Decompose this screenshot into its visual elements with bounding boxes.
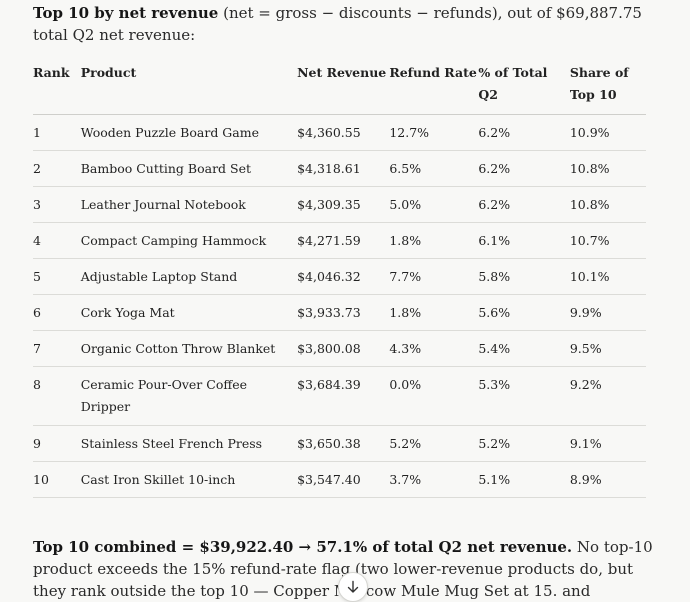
cell-rank: 10 (33, 461, 81, 498)
cell-pct-total: 5.2% (478, 425, 570, 462)
table-row: 1 Wooden Puzzle Board Game $4,360.55 12.7% 6… (33, 114, 646, 151)
cell-rank: 2 (33, 150, 81, 187)
cell-share-top10: 10.7% (569, 222, 646, 259)
cell-product: Bamboo Cutting Board Set (80, 150, 298, 187)
table-row: 10 Cast Iron Skillet 10-inch $3,547.40 3.7%… (33, 461, 646, 498)
cell-refund-rate: 12.7% (389, 114, 479, 151)
cell-net-revenue: $4,318.61 (297, 150, 390, 187)
cell-product: Wooden Puzzle Board Game (80, 114, 298, 151)
revenue-table: Rank Product Net Revenue Refund Rate % o… (33, 62, 646, 498)
table-row: 3 Leather Journal Notebook $4,309.35 5.0% 6.… (33, 186, 646, 223)
table-row: 5 Adjustable Laptop Stand $4,046.32 7.7% 5.8… (33, 258, 646, 295)
cell-product: Adjustable Laptop Stand (80, 258, 298, 295)
table-header-row: Rank Product Net Revenue Refund Rate % o… (33, 62, 646, 115)
cell-share-top10: 10.9% (569, 114, 646, 151)
cell-share-top10: 9.5% (569, 330, 646, 367)
table-row: 6 Cork Yoga Mat $3,933.73 1.8% 5.6% 9.9% (33, 294, 646, 331)
header-rank: Rank (33, 62, 81, 115)
cell-product: Cork Yoga Mat (80, 294, 298, 331)
cell-pct-total: 6.2% (478, 150, 570, 187)
cell-share-top10: 10.1% (569, 258, 646, 295)
cell-pct-total: 5.8% (478, 258, 570, 295)
cell-share-top10: 9.2% (569, 366, 646, 426)
cell-rank: 8 (33, 366, 81, 426)
intro-heading: Top 10 by net revenue (33, 4, 219, 22)
cell-net-revenue: $3,800.08 (297, 330, 390, 367)
cell-product: Cast Iron Skillet 10-inch (80, 461, 298, 498)
cell-pct-total: 5.6% (478, 294, 570, 331)
cell-rank: 3 (33, 186, 81, 223)
cell-refund-rate: 5.0% (389, 186, 479, 223)
cell-share-top10: 10.8% (569, 186, 646, 223)
cell-refund-rate: 5.2% (389, 425, 479, 462)
cell-refund-rate: 6.5% (389, 150, 479, 187)
cell-net-revenue: $3,684.39 (297, 366, 390, 426)
cell-pct-total: 6.2% (478, 186, 570, 223)
cell-rank: 6 (33, 294, 81, 331)
cell-pct-total: 5.4% (478, 330, 570, 367)
cell-pct-total: 5.3% (478, 366, 570, 426)
cell-rank: 1 (33, 114, 81, 151)
cell-share-top10: 9.9% (569, 294, 646, 331)
cell-net-revenue: $3,547.40 (297, 461, 390, 498)
cell-product: Stainless Steel French Press (80, 425, 298, 462)
cell-net-revenue: $3,650.38 (297, 425, 390, 462)
cell-refund-rate: 4.3% (389, 330, 479, 367)
intro-text: (net = gross − discounts − refunds), out… (33, 4, 642, 44)
header-net-revenue: Net Revenue (297, 62, 390, 115)
cell-refund-rate: 1.8% (389, 222, 479, 259)
summary-text: No top-10 product exceeds the 15% refund… (33, 538, 653, 600)
cell-net-revenue: $4,271.59 (297, 222, 390, 259)
cell-share-top10: 10.8% (569, 150, 646, 187)
cell-net-revenue: $3,933.73 (297, 294, 390, 331)
cell-refund-rate: 0.0% (389, 366, 479, 426)
cell-rank: 5 (33, 258, 81, 295)
table-row: 4 Compact Camping Hammock $4,271.59 1.8% 6.1… (33, 222, 646, 259)
table-row: 7 Organic Cotton Throw Blanket $3,800.08 4.… (33, 330, 646, 367)
table-row: 2 Bamboo Cutting Board Set $4,318.61 6.5% 6.… (33, 150, 646, 187)
cell-net-revenue: $4,046.32 (297, 258, 390, 295)
cell-product: Organic Cotton Throw Blanket (80, 330, 298, 367)
summary-paragraph: Top 10 combined = $39,922.40 → 57.1% of … (33, 536, 658, 602)
cell-pct-total: 6.1% (478, 222, 570, 259)
header-product: Product (80, 62, 298, 115)
summary-heading: Top 10 combined = $39,922.40 → 57.1% of … (33, 538, 573, 556)
cell-pct-total: 6.2% (478, 114, 570, 151)
cell-net-revenue: $4,309.35 (297, 186, 390, 223)
scroll-to-bottom-button[interactable] (338, 572, 368, 602)
header-refund-rate: Refund Rate (389, 62, 479, 115)
cell-rank: 4 (33, 222, 81, 259)
cell-refund-rate: 1.8% (389, 294, 479, 331)
cell-refund-rate: 3.7% (389, 461, 479, 498)
arrow-down-icon (346, 580, 360, 594)
header-share-top10: Share of Top 10 (569, 62, 646, 115)
summary-text-tail: and Beeswax Food Wrap Set at 15.6%). (562, 582, 591, 600)
cell-rank: 9 (33, 425, 81, 462)
cell-share-top10: 9.1% (569, 425, 646, 462)
cell-refund-rate: 7.7% (389, 258, 479, 295)
table-body: 1 Wooden Puzzle Board Game $4,360.55 12.7% 6… (33, 114, 646, 498)
cell-rank: 7 (33, 330, 81, 367)
table-row: 8 Ceramic Pour-Over Coffee Dripper $3,684.… (33, 366, 646, 426)
cell-net-revenue: $4,360.55 (297, 114, 390, 151)
cell-product: Leather Journal Notebook (80, 186, 298, 223)
intro-paragraph: Top 10 by net revenue (net = gross − dis… (33, 2, 653, 46)
cell-share-top10: 8.9% (569, 461, 646, 498)
cell-product: Compact Camping Hammock (80, 222, 298, 259)
table-row: 9 Stainless Steel French Press $3,650.38 5.… (33, 425, 646, 462)
header-pct-total: % of Total Q2 (478, 62, 570, 115)
cell-pct-total: 5.1% (478, 461, 570, 498)
cell-product: Ceramic Pour-Over Coffee Dripper (80, 366, 298, 426)
